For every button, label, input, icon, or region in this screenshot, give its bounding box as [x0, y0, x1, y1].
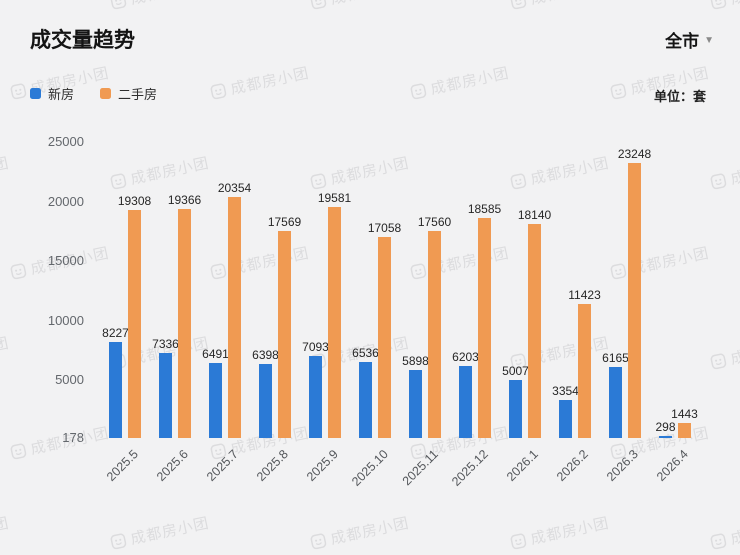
bar-xinfang[interactable]: [359, 362, 372, 438]
bar-value-label: 18585: [467, 202, 502, 216]
bar-ershoufang[interactable]: [578, 304, 591, 438]
city-selector-label: 全市: [665, 31, 700, 51]
x-axis-label: 2025.10: [349, 447, 391, 489]
x-axis-label: 2026.4: [653, 447, 691, 484]
bar-xinfang[interactable]: [109, 342, 122, 438]
bar-value-label: 6398: [252, 348, 279, 362]
legend-swatch-ershoufang: [100, 88, 112, 99]
x-axis-label: 2025.9: [303, 447, 341, 484]
y-axis-label: 5000: [55, 372, 84, 388]
bar-value-label: 298: [655, 420, 676, 434]
x-axis-label: 2026.3: [603, 447, 641, 484]
bar-value-label: 19366: [167, 193, 202, 207]
bar-xinfang[interactable]: [159, 353, 172, 438]
x-axis-label: 2025.7: [203, 447, 241, 484]
bar-value-label: 5898: [402, 354, 429, 368]
chart-header: 成交量趋势 全市 ▼: [30, 24, 714, 54]
bar-value-label: 11423: [568, 288, 601, 302]
bar-value-label: 1443: [671, 407, 698, 421]
bar-chart: 25000 20000 15000 10000 5000 178 8227 19308 2025…: [0, 128, 740, 555]
bar-ershoufang[interactable]: [478, 218, 491, 438]
bar-xinfang[interactable]: [609, 367, 622, 438]
chevron-down-icon: ▼: [704, 34, 714, 46]
bar-value-label: 8227: [102, 326, 129, 340]
bar-xinfang[interactable]: [209, 363, 222, 438]
y-axis-label: 15000: [47, 253, 84, 269]
bar-ershoufang[interactable]: [178, 209, 191, 438]
bar-value-label: 17560: [417, 215, 452, 229]
bar-xinfang[interactable]: [659, 436, 672, 438]
y-axis-label: 25000: [47, 134, 84, 149]
city-selector[interactable]: 全市 ▼: [665, 27, 714, 52]
bar-value-label: 5007: [502, 364, 529, 378]
y-axis-label: 20000: [47, 193, 84, 209]
legend-item-ershoufang[interactable]: 二手房: [100, 84, 157, 103]
bar-value-label: 6203: [452, 350, 479, 364]
bar-ershoufang[interactable]: [228, 197, 241, 438]
bar-value-label: 17569: [267, 215, 302, 229]
bar-value-label: 18140: [517, 208, 552, 222]
bar-value-label: 6491: [202, 347, 229, 361]
bar-value-label: 20354: [217, 181, 252, 195]
x-axis-label: 2026.2: [553, 447, 591, 484]
unit-label: 单位：套: [653, 89, 706, 104]
bar-xinfang[interactable]: [459, 366, 472, 438]
bar-value-label: 17058: [367, 221, 402, 235]
legend: 新房 二手房: [30, 84, 157, 103]
bar-xinfang[interactable]: [409, 370, 422, 438]
bar-value-label: 3354: [552, 384, 579, 398]
bar-ershoufang[interactable]: [328, 207, 341, 438]
legend-item-xinfang[interactable]: 新房: [30, 84, 74, 103]
bar-value-label: 6165: [602, 351, 629, 365]
bar-ershoufang[interactable]: [378, 237, 391, 438]
y-axis-label: 10000: [47, 312, 84, 328]
legend-swatch-xinfang: [30, 88, 41, 99]
bar-ershoufang[interactable]: [628, 163, 641, 438]
bar-ershoufang[interactable]: [678, 423, 691, 438]
bar-value-label: 7336: [152, 337, 179, 351]
bar-xinfang[interactable]: [259, 364, 272, 438]
bar-value-label: 23248: [617, 147, 652, 161]
x-axis-label: 2025.8: [253, 447, 291, 484]
x-axis-label: 2025.11: [399, 447, 441, 489]
bar-ershoufang[interactable]: [128, 210, 141, 438]
bar-ershoufang[interactable]: [278, 231, 291, 438]
x-axis-label: 2025.5: [103, 447, 141, 484]
x-axis-label: 2026.1: [503, 447, 541, 484]
bar-ershoufang[interactable]: [428, 231, 441, 438]
bar-ershoufang[interactable]: [528, 224, 541, 438]
chart-title: 成交量趋势: [30, 29, 135, 52]
legend-label-ershoufang: 二手房: [118, 87, 158, 102]
bar-xinfang[interactable]: [559, 400, 572, 438]
bar-value-label: 19581: [317, 191, 352, 205]
x-axis-label: 2025.6: [153, 447, 191, 484]
bar-xinfang[interactable]: [309, 356, 322, 438]
bar-xinfang[interactable]: [509, 380, 522, 438]
bar-value-label: 6536: [352, 346, 379, 360]
x-axis-label: 2025.12: [449, 447, 491, 489]
bar-value-label: 19308: [117, 194, 152, 208]
y-axis-label: 178: [62, 430, 84, 445]
legend-label-xinfang: 新房: [48, 87, 75, 102]
bar-value-label: 7093: [302, 340, 329, 354]
